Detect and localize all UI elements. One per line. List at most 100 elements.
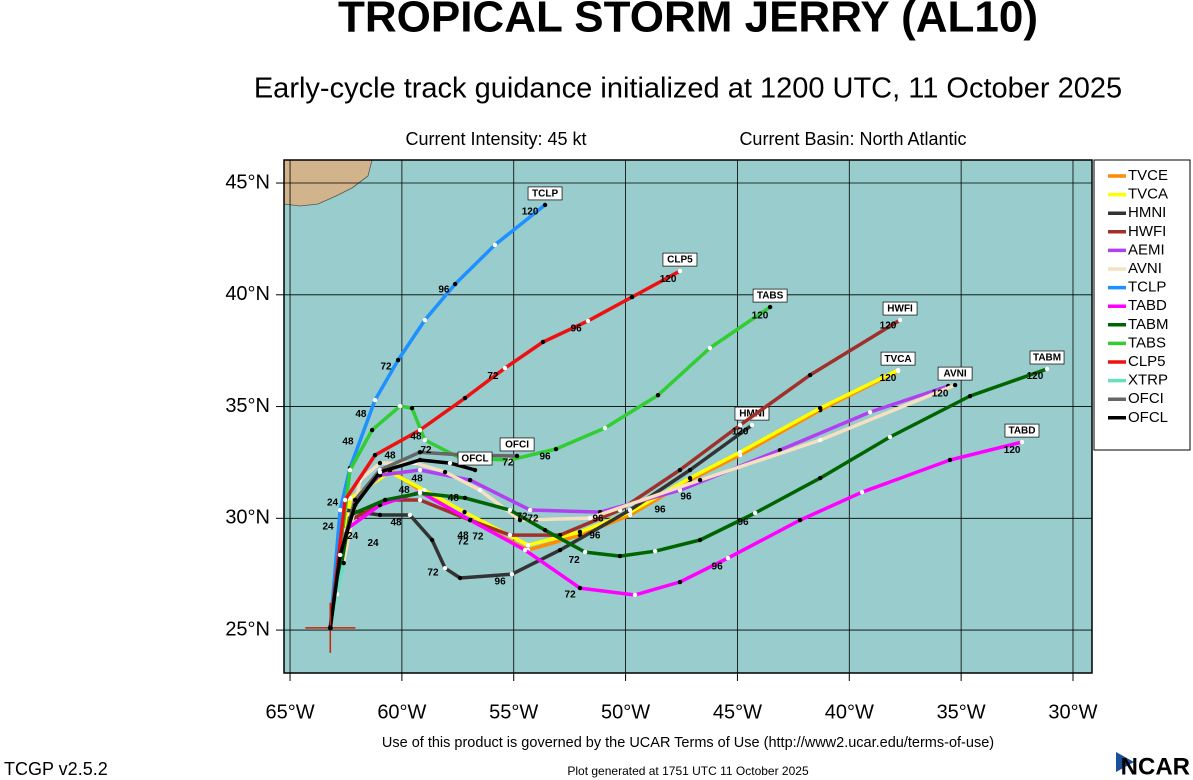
track-point (895, 367, 901, 373)
track-point (577, 529, 583, 535)
track-line (328, 440, 1024, 630)
track-point (687, 475, 693, 481)
hour-label: 24 (327, 497, 339, 508)
track-point (522, 547, 528, 553)
hour-label: 48 (457, 531, 469, 542)
track-label-box (1029, 350, 1065, 365)
hour-label: 72 (516, 512, 528, 523)
track-point (947, 457, 953, 463)
track-label: CLP5 (667, 255, 693, 266)
hour-label: 72 (569, 555, 581, 566)
hour-label: 24 (323, 522, 335, 533)
track-point (337, 507, 343, 513)
track-point (887, 434, 893, 440)
legend-label: TABM (1128, 316, 1169, 333)
track-label-box (752, 288, 788, 303)
track-point (395, 357, 401, 363)
hour-label: 96 (654, 505, 666, 516)
track-point (818, 405, 823, 411)
track-point (737, 449, 743, 455)
track-point (422, 317, 428, 323)
track-point (477, 487, 483, 493)
track-point (442, 565, 448, 571)
track-line (328, 367, 1049, 630)
track-point (807, 372, 813, 378)
track-point (553, 446, 559, 452)
track-point (629, 294, 635, 300)
track-point (462, 509, 467, 515)
legend-label: HWFI (1128, 223, 1166, 240)
hour-label: 48 (342, 437, 354, 448)
track-point (442, 469, 448, 475)
track-point (417, 490, 423, 496)
track-point (577, 585, 583, 591)
track-point (429, 537, 435, 543)
track-label-box (880, 351, 916, 366)
legend-label: OFCI (1128, 390, 1164, 407)
hour-label: 96 (593, 514, 605, 525)
track-point (677, 268, 683, 274)
hour-label: 48 (384, 451, 396, 462)
track-point (467, 477, 473, 483)
track-point (382, 497, 388, 503)
track-point (507, 457, 513, 463)
plot-frame (283, 159, 1093, 674)
track-point (472, 467, 478, 473)
hour-label: 48 (412, 474, 424, 485)
hour-label: 96 (680, 492, 692, 503)
track-label: TABS (757, 291, 784, 302)
track-label: HMNI (739, 409, 765, 420)
x-tick-label: 50°W (601, 701, 650, 723)
track-point (749, 422, 755, 428)
legend-label: AEMI (1128, 241, 1165, 258)
track-point (517, 517, 523, 523)
track-point (417, 497, 423, 503)
x-tick-label: 35°W (937, 701, 986, 723)
track-point (341, 560, 346, 566)
legend-label: TVCA (1128, 186, 1168, 203)
hour-label: 48 (410, 432, 422, 443)
legend-label: TCLP (1128, 279, 1166, 296)
track-label-box (1004, 423, 1040, 438)
basin: Current Basin: North Atlantic (739, 129, 966, 149)
current-position-dot (327, 625, 333, 631)
track-point (818, 475, 823, 481)
track-point (422, 487, 427, 493)
chart-subtitle: Early-cycle track guidance initialized a… (254, 73, 1122, 105)
hour-label: 24 (367, 538, 379, 549)
hour-label: 72 (472, 532, 484, 543)
track-point (452, 281, 458, 287)
intensity: Current Intensity: 45 kt (405, 129, 586, 149)
track-point (347, 467, 353, 473)
track-point (777, 447, 783, 453)
hour-label: 120 (1004, 445, 1021, 456)
track-point (337, 552, 343, 558)
track-point (422, 437, 428, 443)
track-point (707, 345, 713, 351)
hour-label: 120 (880, 373, 897, 384)
hour-label: 96 (712, 562, 724, 573)
track-point (542, 202, 548, 208)
track-point (632, 592, 638, 598)
track-point (372, 452, 378, 458)
hour-label: 48 (448, 493, 460, 504)
legend-label: XTRP (1128, 372, 1168, 389)
legend-label: CLP5 (1128, 353, 1166, 370)
generated: Plot generated at 1751 UTC 11 October 20… (567, 764, 809, 778)
hour-label: 120 (522, 207, 539, 218)
track-point (952, 382, 958, 388)
track-point (687, 467, 693, 473)
track-point (417, 427, 423, 433)
hour-label: 96 (539, 452, 551, 463)
track-label-box (457, 451, 493, 466)
hour-label: 48 (355, 409, 367, 420)
track-point (767, 304, 773, 310)
track-point (557, 547, 563, 553)
hour-label: 72 (380, 362, 392, 373)
track-point (417, 467, 423, 473)
x-tick-label: 45°W (713, 701, 762, 723)
track-point (462, 495, 468, 501)
track-point (582, 549, 588, 555)
hour-label: 96 (737, 517, 749, 528)
track-point (725, 555, 731, 561)
